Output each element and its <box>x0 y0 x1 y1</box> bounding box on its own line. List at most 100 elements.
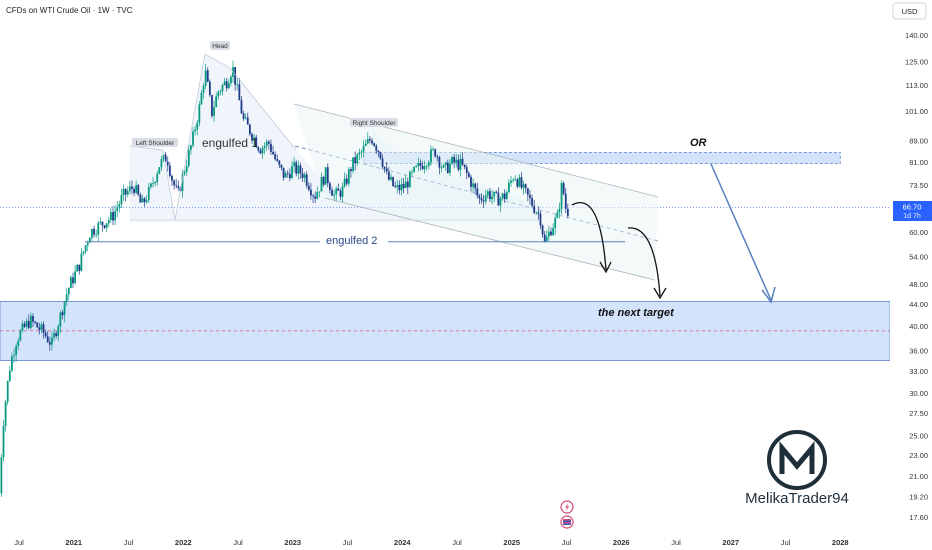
candle-body <box>166 161 169 166</box>
candle-body <box>8 370 11 381</box>
candle-body <box>19 330 22 341</box>
candle-body <box>4 401 7 426</box>
candle-body <box>15 345 18 356</box>
candle-body <box>204 70 207 86</box>
candle-body <box>438 157 441 168</box>
candle-body <box>213 107 215 116</box>
currency-button[interactable]: USD <box>892 2 927 20</box>
candle-body <box>293 162 295 167</box>
time-tick-label: 2025 <box>503 538 520 547</box>
candle-body <box>371 140 373 144</box>
candle-body <box>84 245 87 252</box>
candle-body <box>335 188 338 195</box>
candle-body <box>55 333 58 337</box>
candle-body <box>307 185 310 190</box>
drawings <box>85 53 776 304</box>
candle-body <box>299 165 302 174</box>
candle-body <box>198 104 201 123</box>
candle-body <box>465 167 468 174</box>
candle-body <box>67 287 70 295</box>
candle-body <box>427 162 430 166</box>
time-tick-label: 2026 <box>613 538 630 547</box>
candle-body <box>322 176 325 185</box>
candle-body <box>196 122 199 130</box>
candle-body <box>0 457 3 494</box>
price-tick-label: 60.00 <box>909 228 928 237</box>
candle-body <box>339 190 342 197</box>
candle-body <box>160 159 163 168</box>
candle-body <box>385 168 388 172</box>
candle-body <box>550 231 552 236</box>
candle-body <box>51 337 53 345</box>
price-tick-label: 113.00 <box>906 81 928 90</box>
price-tick-label: 40.00 <box>909 322 928 331</box>
time-axis[interactable]: Jul 2021 Jul 2022 Jul 2023 Jul 2024 Jul 2025 Jul 20… <box>14 538 848 547</box>
candle-body <box>187 149 190 167</box>
candle-body <box>425 165 428 167</box>
current-price-tag: 66.70 1d 7h <box>893 201 932 221</box>
candle-body <box>495 191 498 193</box>
candle-body <box>251 134 253 141</box>
time-tick-label: Jul <box>343 538 353 547</box>
candle-body <box>331 189 333 196</box>
candle-body <box>347 169 350 184</box>
candle-body <box>415 165 418 167</box>
candle-body <box>120 195 123 205</box>
time-tick-label: 2027 <box>722 538 739 547</box>
candle-body <box>69 277 72 288</box>
candle-body <box>143 198 146 203</box>
candle-body <box>230 76 232 84</box>
candle-body <box>25 320 28 327</box>
candle-body <box>470 176 472 187</box>
candle-body <box>364 143 367 146</box>
candle-body <box>564 193 567 209</box>
candle-body <box>497 192 500 206</box>
candle-body <box>547 231 550 237</box>
symbol-title[interactable]: CFDs on WTI Crude Oil · 1W · TVC <box>6 6 133 15</box>
time-tick-label: Jul <box>14 538 24 547</box>
candle-body <box>13 355 15 357</box>
candle-body <box>253 137 255 141</box>
price-axis[interactable]: 140.00 125.00 113.00 101.00 89.00 81.00 73.50 6… <box>905 31 928 522</box>
candles <box>0 60 569 497</box>
lightning-icon[interactable] <box>560 500 574 514</box>
candle-body <box>23 323 26 327</box>
candle-body <box>512 179 514 181</box>
candle-body <box>61 312 64 316</box>
candle-body <box>390 177 392 180</box>
candle-body <box>32 315 34 322</box>
candle-body <box>276 159 279 161</box>
candle-body <box>430 149 432 163</box>
price-tick-label: 33.00 <box>909 367 928 376</box>
candle-body <box>265 141 268 146</box>
candle-body <box>392 177 394 186</box>
candle-body <box>185 166 188 173</box>
candle-body <box>246 117 249 125</box>
candle-body <box>295 162 298 174</box>
time-tick-label: 2024 <box>394 538 412 547</box>
zones <box>0 151 891 361</box>
candle-body <box>305 174 308 186</box>
time-tick-label: Jul <box>452 538 462 547</box>
candle-body <box>29 315 32 328</box>
candle-body <box>297 165 300 174</box>
flag-icon[interactable] <box>560 515 574 529</box>
candle-body <box>480 198 483 201</box>
candle-body <box>478 195 481 199</box>
or-arrow <box>710 163 772 301</box>
candle-body <box>44 332 47 337</box>
candle-body <box>491 196 493 200</box>
candle-body <box>554 217 557 229</box>
candle-body <box>301 173 304 178</box>
right-shoulder-label: Right Shoulder <box>350 118 398 127</box>
candle-body <box>139 194 142 203</box>
time-tick-label: 2022 <box>175 538 192 547</box>
candle-body <box>272 151 274 155</box>
candle-body <box>109 212 112 220</box>
candle-body <box>328 183 331 190</box>
svg-text:USD: USD <box>902 7 918 16</box>
head-label: Head <box>210 41 230 50</box>
candle-body <box>116 207 119 211</box>
next-target-label: the next target <box>598 307 675 319</box>
